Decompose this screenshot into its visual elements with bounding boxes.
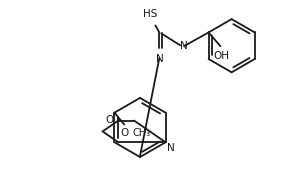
- Text: O: O: [105, 115, 113, 125]
- Text: CH₃: CH₃: [132, 128, 150, 138]
- Text: N: N: [167, 143, 174, 153]
- Text: O: O: [120, 128, 128, 138]
- Text: HS: HS: [143, 9, 158, 19]
- Text: N: N: [157, 54, 164, 64]
- Text: N: N: [180, 41, 188, 51]
- Text: OH: OH: [213, 51, 229, 61]
